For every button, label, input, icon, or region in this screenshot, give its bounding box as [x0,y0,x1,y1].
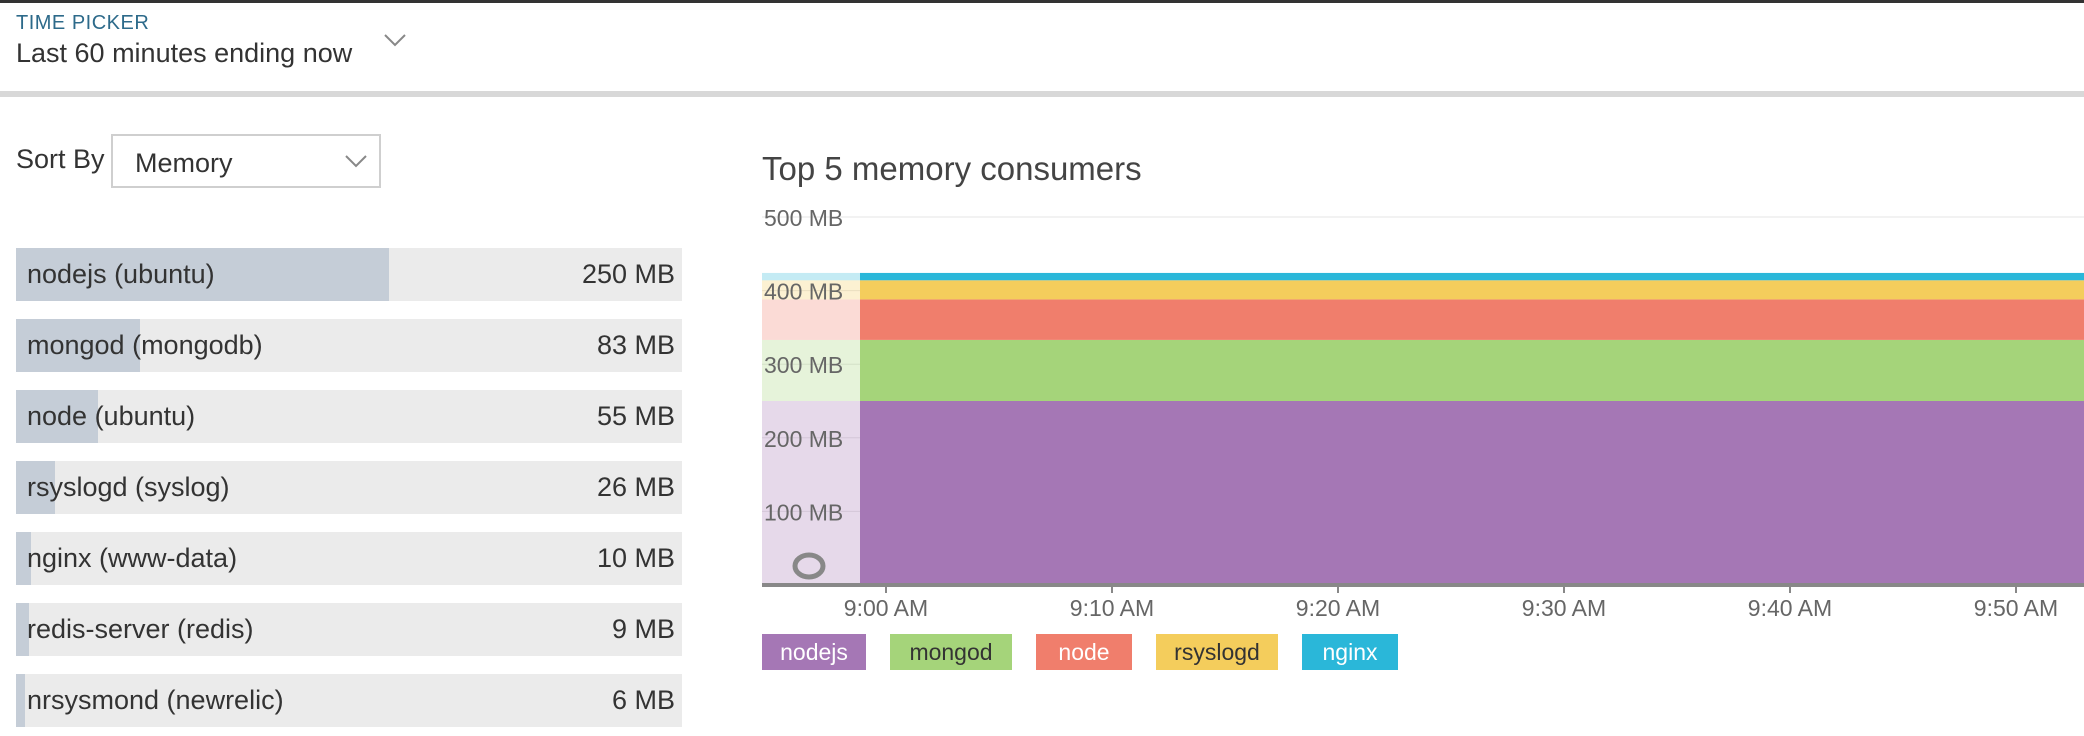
x-tick-label: 9:40 AM [1748,595,1832,621]
header-divider [0,91,2084,97]
chevron-down-icon [345,155,367,168]
area-mongod [860,339,2084,401]
y-tick-label: 400 MB [764,279,843,305]
process-memory-value: 83 MB [596,330,675,360]
area-faded-rsyslogd [762,280,860,300]
process-name: nrsysmond (newrelic) [27,685,284,715]
time-picker-value[interactable]: Last 60 minutes ending now [16,38,353,68]
area-node [860,299,2084,340]
process-memory-bar [16,603,30,656]
x-tick-label: 9:20 AM [1296,595,1380,621]
legend-item-nodejs[interactable]: nodejs [762,634,866,670]
process-memory-value: 10 MB [596,543,675,573]
process-name: nodejs (ubuntu) [27,259,215,289]
area-nginx [860,272,2084,281]
process-memory-value: 6 MB [611,685,675,715]
process-memory-value: 55 MB [596,401,675,431]
process-name: node (ubuntu) [27,401,196,431]
process-name: redis-server (redis) [27,614,254,644]
area-faded-mongod [762,339,860,401]
process-row[interactable]: redis-server (redis) 9 MB [16,603,682,656]
sort-by-select[interactable]: Memory [111,134,381,188]
x-tick-label: 9:10 AM [1070,595,1154,621]
process-memory-bar [16,532,31,585]
area-nodejs [860,401,2084,585]
process-memory-bar [16,319,140,372]
process-name: nginx (www-data) [27,543,238,573]
process-memory-bar [16,390,99,443]
process-row[interactable]: nrsysmond (newrelic) 6 MB [16,674,682,727]
area-faded-node [762,299,860,340]
sort-by-selected-value: Memory [135,148,233,178]
area-faded-nginx [762,272,860,281]
area-rsyslogd [860,280,2084,300]
legend-item-rsyslogd[interactable]: rsyslogd [1156,634,1278,670]
process-list: nodejs (ubuntu) 250 MB mongod (mongodb) 83 … [16,248,682,736]
chart-title: Top 5 memory consumers [762,150,1142,187]
time-picker[interactable]: TIME PICKER Last 60 minutes ending now [0,3,2084,93]
x-tick-label: 9:50 AM [1974,595,2058,621]
window-top-border [0,0,2084,3]
y-tick-label: 300 MB [764,352,843,378]
process-row[interactable]: nodejs (ubuntu) 250 MB [16,248,682,301]
process-memory-value: 9 MB [611,614,675,644]
sort-by-label: Sort By [16,144,105,174]
process-row[interactable]: rsyslogd (syslog) 26 MB [16,461,682,514]
x-tick-label: 9:00 AM [844,595,928,621]
y-tick-label: 200 MB [764,426,843,452]
process-memory-value: 250 MB [581,259,675,289]
legend-item-mongod[interactable]: mongod [890,634,1012,670]
process-name: rsyslogd (syslog) [27,472,230,502]
legend-item-nginx[interactable]: nginx [1302,634,1398,670]
y-tick-label: 100 MB [764,499,843,525]
process-row[interactable]: nginx (www-data) 10 MB [16,532,682,585]
x-tick-label: 9:30 AM [1522,595,1606,621]
process-memory-value: 26 MB [596,472,675,502]
process-row[interactable]: node (ubuntu) 55 MB [16,390,682,443]
chevron-down-icon[interactable] [382,31,408,49]
time-picker-label: TIME PICKER [16,12,150,34]
y-tick-label: 500 MB [764,205,843,231]
process-memory-bar [16,461,55,514]
process-memory-bar [16,248,390,301]
legend-item-node[interactable]: node [1036,634,1132,670]
process-row[interactable]: mongod (mongodb) 83 MB [16,319,682,372]
process-name: mongod (mongodb) [27,330,263,360]
chart-zoom-handle-icon[interactable] [792,552,826,580]
process-memory-bar [16,674,25,727]
